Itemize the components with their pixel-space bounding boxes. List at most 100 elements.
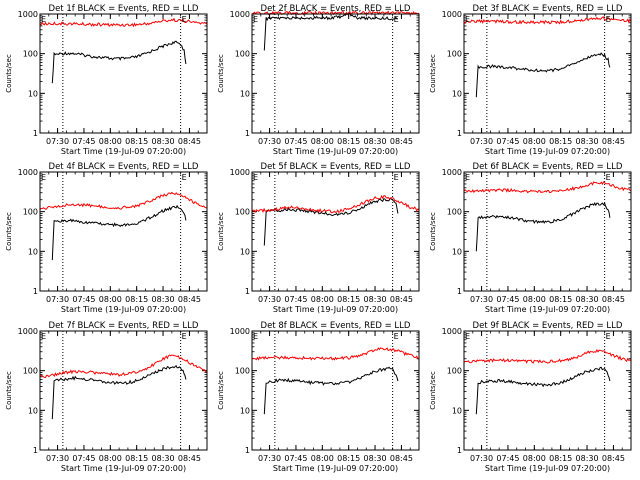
series-line-events: [51, 204, 187, 261]
x-tick-label: 08:00: [311, 295, 334, 304]
x-tick-label: 08:45: [602, 454, 625, 463]
y-tick-label: 1000: [442, 327, 462, 336]
panel-det-3: Det 3f BLACK = Events, RED = LLD Counts/s…: [429, 4, 632, 156]
series-line-events: [475, 52, 611, 98]
x-tick-label: 08:30: [364, 295, 387, 304]
event-marker-label: E: [394, 332, 399, 341]
x-tick-label: 07:45: [496, 454, 519, 463]
x-tick-label: 08:00: [523, 454, 546, 463]
event-marker-label: E: [465, 173, 470, 182]
x-tick-label: 07:30: [258, 295, 281, 304]
x-tick-label: 08:15: [549, 295, 572, 304]
event-marker-label: E: [394, 15, 399, 24]
series-line-events: [263, 11, 398, 51]
x-tick-label: 08:30: [152, 295, 175, 304]
series-line-lld: [463, 16, 632, 25]
plot-frame: [463, 330, 632, 451]
x-tick-label: 08:30: [576, 454, 599, 463]
y-axis-label: Counts/sec: [5, 212, 13, 251]
x-tick-label: 07:30: [470, 295, 493, 304]
y-tick-label: 10: [240, 247, 250, 256]
series-line-events: [263, 197, 399, 246]
plot-frame: [251, 171, 420, 292]
y-tick-label: 1000: [230, 327, 250, 336]
plot-frame: [463, 13, 632, 134]
x-axis-label: Start Time (19-Jul-09 07:20:00): [485, 147, 610, 156]
x-tick-label: 08:45: [602, 295, 625, 304]
series-line-lld: [251, 10, 420, 16]
series-line-lld: [463, 348, 632, 364]
x-tick-label: 07:30: [258, 454, 281, 463]
event-marker-label: E: [606, 173, 611, 182]
x-tick-label: 08:45: [390, 295, 413, 304]
event-marker-label: E: [253, 15, 258, 24]
plot-frame: [251, 13, 420, 134]
x-tick-label: 08:15: [125, 295, 148, 304]
panel-title: Det 8f BLACK = Events, RED = LLD: [261, 321, 411, 331]
event-marker-label: E: [606, 332, 611, 341]
x-axis-label: Start Time (19-Jul-09 07:20:00): [273, 305, 398, 314]
plot-frame: [39, 13, 208, 134]
x-axis-label: Start Time (19-Jul-09 07:20:00): [61, 147, 186, 156]
y-tick-label: 1000: [442, 168, 462, 177]
panel-det-4: Det 4f BLACK = Events, RED = LLD Counts/s…: [5, 162, 208, 314]
x-tick-label: 07:45: [72, 454, 95, 463]
plot-frame: [39, 330, 208, 451]
series-line-events: [51, 364, 187, 420]
y-axis-label: Counts/sec: [5, 371, 13, 410]
x-axis-label: Start Time (19-Jul-09 07:20:00): [61, 464, 186, 473]
x-tick-label: 07:45: [496, 295, 519, 304]
x-tick-label: 07:30: [46, 137, 69, 146]
x-tick-label: 07:30: [470, 454, 493, 463]
x-axis-label: Start Time (19-Jul-09 07:20:00): [273, 147, 398, 156]
y-tick-label: 1: [245, 129, 250, 138]
x-tick-label: 08:00: [99, 454, 122, 463]
event-marker-label: E: [606, 15, 611, 24]
x-tick-label: 08:15: [337, 137, 360, 146]
x-tick-label: 08:00: [523, 295, 546, 304]
x-tick-label: 07:45: [72, 137, 95, 146]
plot-frame: [463, 171, 632, 292]
y-tick-label: 100: [447, 208, 462, 217]
x-tick-label: 07:30: [46, 454, 69, 463]
plot-frame: [39, 171, 208, 292]
event-marker-label: E: [41, 173, 46, 182]
x-tick-label: 08:15: [549, 137, 572, 146]
y-tick-label: 100: [23, 208, 38, 217]
x-axis-label: Start Time (19-Jul-09 07:20:00): [485, 464, 610, 473]
panel-title: Det 9f BLACK = Events, RED = LLD: [473, 321, 623, 331]
y-axis-label: Counts/sec: [217, 212, 225, 251]
x-tick-label: 07:30: [470, 137, 493, 146]
y-tick-label: 1000: [442, 10, 462, 19]
series-line-lld: [251, 194, 420, 214]
y-tick-label: 100: [235, 367, 250, 376]
x-tick-label: 07:45: [284, 454, 307, 463]
x-tick-label: 08:00: [99, 295, 122, 304]
series-line-events: [263, 366, 399, 415]
x-tick-label: 07:45: [284, 295, 307, 304]
panel-title: Det 6f BLACK = Events, RED = LLD: [473, 162, 623, 172]
y-tick-label: 1000: [18, 327, 38, 336]
y-tick-label: 1000: [18, 10, 38, 19]
event-marker-label: E: [253, 332, 258, 341]
x-axis-label: Start Time (19-Jul-09 07:20:00): [273, 464, 398, 473]
y-tick-label: 1: [33, 129, 38, 138]
y-tick-label: 10: [452, 247, 462, 256]
x-tick-label: 08:45: [178, 137, 201, 146]
panel-det-7: Det 7f BLACK = Events, RED = LLD Counts/s…: [5, 321, 208, 473]
y-tick-label: 10: [452, 406, 462, 415]
event-marker-label: E: [465, 15, 470, 24]
event-marker-label: E: [182, 15, 187, 24]
event-marker-label: E: [394, 173, 399, 182]
panel-title: Det 5f BLACK = Events, RED = LLD: [261, 162, 411, 172]
x-tick-label: 08:00: [311, 454, 334, 463]
y-tick-label: 10: [28, 89, 38, 98]
panel-title: Det 1f BLACK = Events, RED = LLD: [49, 4, 199, 14]
x-tick-label: 08:15: [337, 295, 360, 304]
y-tick-label: 10: [240, 89, 250, 98]
x-tick-label: 08:45: [178, 295, 201, 304]
series-line-lld: [39, 17, 208, 28]
x-tick-label: 08:00: [311, 137, 334, 146]
x-tick-label: 08:00: [99, 137, 122, 146]
